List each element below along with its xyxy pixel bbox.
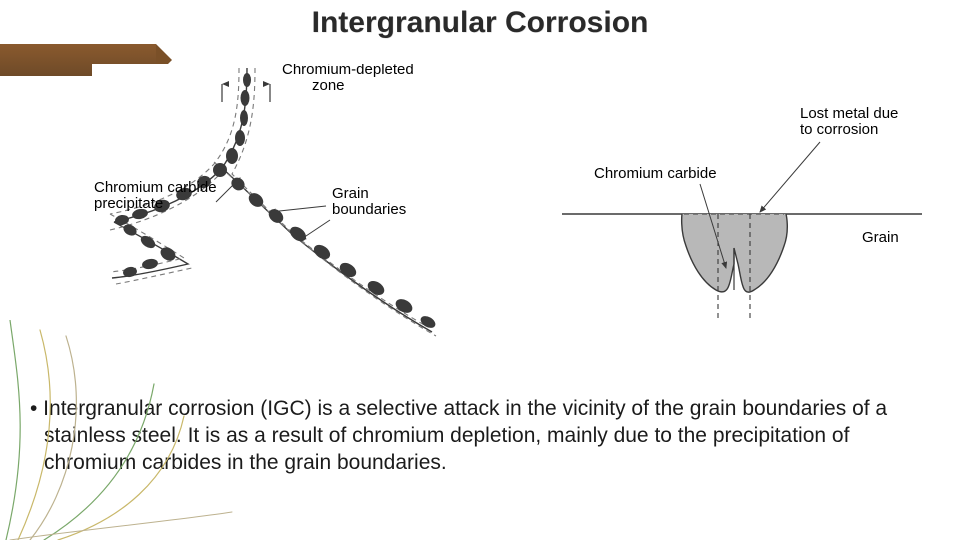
depleted-zone-dash [214,162,426,326]
leader-line [760,142,820,212]
leader-line [270,206,326,212]
grain-boundary [112,222,188,278]
bullet-text: • Intergranular corrosion (IGC) is a sel… [30,396,942,477]
left-panel: Chromium-depleted zone Chromium carbide … [94,64,437,336]
label-grain-boundaries: Grain boundaries [332,185,406,218]
body-text: • Intergranular corrosion (IGC) is a sel… [30,396,942,477]
slide: { "title": "Intergranular Corrosion", "b… [0,0,960,540]
leader-line [300,220,330,240]
slide-title: Intergranular Corrosion [0,6,960,40]
figure-diagram: Chromium-depleted zone Chromium carbide … [92,64,932,380]
label-lost-metal: Lost metal due to corrosion [800,105,903,138]
label-chromium-carbide: Chromium carbide [594,165,717,182]
right-panel: Lost metal due to corrosion Chromium car… [562,105,922,320]
label-carbide-precipitate: Chromium carbide precipitate [94,179,221,212]
label-grain: Grain [862,229,899,246]
label-depleted-zone: Chromium-depleted zone [282,64,418,94]
